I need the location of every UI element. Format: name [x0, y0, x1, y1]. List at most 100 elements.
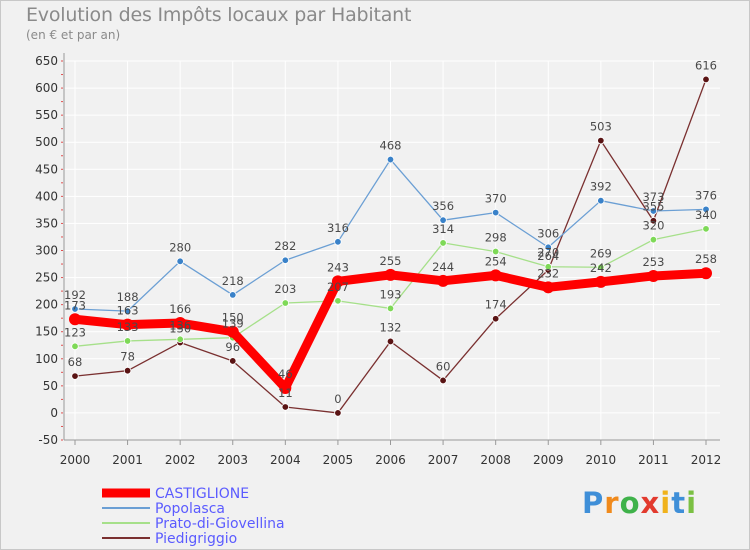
data-point	[176, 257, 184, 266]
data-label: 254	[485, 254, 507, 268]
logo-letter: i	[686, 486, 698, 520]
data-label: 264	[537, 249, 559, 263]
logo-letter: x	[640, 486, 661, 520]
data-label: 46	[278, 367, 293, 381]
logo-letter: i	[660, 486, 672, 520]
data-label: 320	[642, 219, 664, 233]
data-point	[386, 337, 395, 346]
data-label: 163	[117, 304, 139, 318]
data-point	[334, 409, 342, 417]
x-tick-label: 2005	[323, 453, 354, 467]
data-label: 340	[695, 208, 717, 222]
y-tick-label: 500	[35, 135, 58, 149]
data-point	[281, 256, 290, 264]
y-tick-label: 550	[35, 108, 58, 122]
data-point	[386, 155, 395, 164]
logo-letter: o	[619, 486, 641, 520]
data-point	[649, 217, 658, 225]
legend-label: Popolasca	[155, 501, 225, 517]
data-label: 96	[225, 340, 240, 354]
data-point	[174, 317, 187, 330]
legend: CASTIGLIONEPopolascaPrato-di-GiovellinaP…	[102, 486, 285, 547]
data-point	[123, 307, 132, 315]
grid-lines	[64, 60, 720, 441]
data-point	[439, 376, 447, 385]
data-label: 150	[222, 311, 244, 325]
data-point	[544, 263, 552, 271]
x-tick-label: 2002	[165, 453, 196, 467]
data-point	[386, 304, 395, 313]
data-label: 242	[590, 261, 612, 275]
data-point	[123, 337, 132, 345]
data-point	[439, 216, 447, 224]
logo-letter: t	[671, 486, 687, 520]
logo-letter: P	[582, 486, 605, 520]
data-label: 78	[120, 350, 135, 364]
data-label: 173	[64, 298, 86, 312]
data-label: 355	[642, 200, 664, 214]
data-label: 136	[169, 318, 191, 332]
y-tick-label: 300	[35, 244, 58, 258]
data-labels: 68 78 130 96 11 0 132 60 174 264 503 355 616 123 133 13…	[64, 58, 717, 406]
data-label: 174	[485, 298, 507, 312]
data-label: 314	[432, 222, 454, 236]
data-label: 130	[169, 322, 191, 336]
legend-label: Piedigriggio	[155, 531, 237, 547]
data-label: 193	[380, 287, 402, 301]
data-label: 373	[642, 190, 664, 204]
data-point	[544, 243, 552, 251]
data-point	[281, 403, 290, 411]
y-tick-label: 400	[35, 189, 58, 203]
data-point	[229, 291, 237, 299]
x-tick-labels: 2000 2001 2002 2003 2004 2005 2006 2007 2008 2009…	[60, 453, 722, 467]
x-tick-label: 2007	[428, 453, 459, 467]
data-label: 60	[436, 359, 451, 373]
data-point	[489, 269, 502, 282]
x-tick-label: 2011	[638, 453, 669, 467]
data-label: 616	[695, 58, 717, 72]
x-tick-label: 2003	[217, 453, 248, 467]
y-tick-label: 50	[43, 379, 58, 393]
data-label: 244	[432, 260, 454, 274]
data-point	[176, 335, 184, 343]
data-point	[700, 267, 712, 280]
y-tick-label: 250	[35, 271, 58, 285]
data-label: 280	[169, 240, 191, 254]
y-tick-label: 450	[35, 162, 58, 176]
data-point	[597, 263, 605, 271]
data-label: 270	[537, 246, 559, 260]
legend-label: CASTIGLIONE	[155, 486, 249, 502]
chart-subtitle: (en € et par an)	[26, 28, 121, 42]
data-point	[229, 357, 237, 365]
y-tick-label: 650	[35, 54, 58, 68]
data-label: 123	[64, 325, 86, 339]
data-point	[71, 305, 79, 313]
data-point	[649, 207, 658, 215]
data-label: 133	[117, 320, 139, 334]
data-label: 166	[169, 302, 191, 316]
data-label: 192	[64, 288, 86, 302]
series-popolasca	[71, 155, 710, 315]
data-label: 139	[222, 317, 244, 331]
data-point	[71, 372, 79, 380]
data-point	[647, 269, 660, 282]
data-label: 269	[590, 246, 612, 260]
legend-label: Prato-di-Giovellina	[155, 516, 285, 532]
y-tick-label: 100	[35, 352, 58, 366]
x-tick-label: 2010	[586, 453, 617, 467]
data-point	[69, 313, 81, 326]
y-tick-label: 150	[35, 325, 58, 339]
data-label: 243	[327, 260, 349, 274]
data-label: 11	[278, 386, 293, 400]
data-label: 207	[327, 280, 349, 294]
data-label: 376	[695, 188, 717, 202]
data-point	[594, 275, 607, 288]
x-tick-label: 2006	[375, 453, 406, 467]
y-tick-label: 0	[50, 406, 58, 420]
data-point	[123, 366, 132, 375]
data-point	[334, 297, 342, 305]
data-label: 392	[590, 180, 612, 194]
data-label: 253	[642, 255, 664, 269]
axes	[61, 53, 720, 445]
